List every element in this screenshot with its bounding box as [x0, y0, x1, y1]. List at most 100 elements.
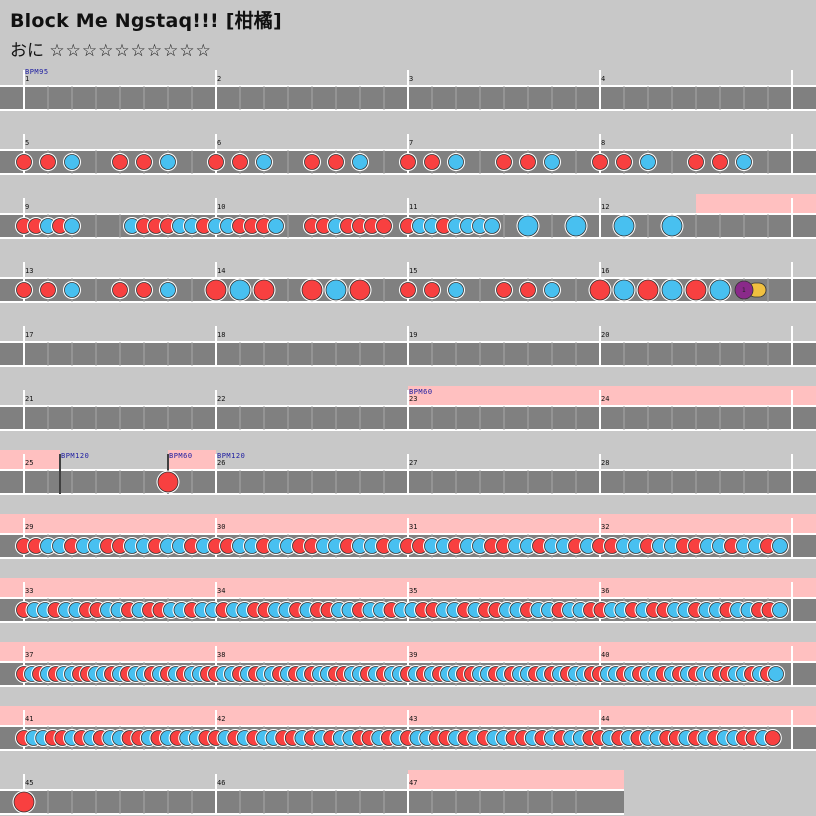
- ka-note: [544, 282, 560, 298]
- ka-note: [160, 282, 176, 298]
- measure-number: 28: [601, 459, 609, 467]
- don-note: [376, 218, 392, 234]
- don-note: [328, 154, 344, 170]
- measure-number: 15: [409, 267, 417, 275]
- measure-number: 43: [409, 715, 417, 723]
- measure-number: 8: [601, 139, 605, 147]
- measure-number: 2: [217, 75, 221, 83]
- big-don-note: [253, 279, 275, 301]
- bpm-marker: BPM60: [409, 388, 433, 396]
- don-note: [764, 730, 781, 746]
- measure-number: 27: [409, 459, 417, 467]
- big-ka-note: [565, 215, 587, 237]
- measure-number: 36: [601, 587, 609, 595]
- big-don-note: [205, 279, 227, 301]
- ka-note: [772, 538, 788, 554]
- ka-note: [64, 218, 80, 234]
- gogo-band: [0, 450, 60, 470]
- big-don-note: [589, 279, 611, 301]
- bpm-marker: BPM120: [217, 452, 245, 460]
- measure-number: 29: [25, 523, 33, 531]
- ka-note: [768, 666, 784, 682]
- don-note: [424, 154, 440, 170]
- big-don-note: [685, 279, 707, 301]
- don-note: [400, 282, 416, 298]
- don-note: [712, 154, 728, 170]
- big-don-note: [301, 279, 323, 301]
- big-ka-note: [613, 279, 635, 301]
- don-note: [496, 282, 512, 298]
- measure-number: 46: [217, 779, 225, 787]
- ka-note: [640, 154, 656, 170]
- don-note: [520, 154, 536, 170]
- ka-note: [484, 218, 500, 234]
- measure-number: 3: [409, 75, 413, 83]
- measure-number: 4: [601, 75, 605, 83]
- don-note: [112, 282, 128, 298]
- measure-number: 10: [217, 203, 225, 211]
- big-don-note: [13, 791, 35, 813]
- measure-number: 13: [25, 267, 33, 275]
- balloon-count: 1: [742, 287, 746, 294]
- balloon-note: [734, 280, 754, 300]
- measure-number: 42: [217, 715, 225, 723]
- measure-number: 41: [25, 715, 33, 723]
- measure-number: 9: [25, 203, 29, 211]
- measure-number: 24: [601, 395, 609, 403]
- measure-number: 33: [25, 587, 33, 595]
- gogo-band: [168, 450, 216, 470]
- measure-number: 30: [217, 523, 225, 531]
- don-note: [208, 154, 224, 170]
- ka-note: [64, 282, 80, 298]
- don-note: [424, 282, 440, 298]
- gogo-band: [696, 194, 816, 214]
- measure-number: 6: [217, 139, 221, 147]
- don-note: [688, 154, 704, 170]
- measure-number: 34: [217, 587, 225, 595]
- big-ka-note: [709, 279, 731, 301]
- difficulty-label: おに: [10, 41, 44, 61]
- bpm-marker: BPM120: [61, 452, 89, 460]
- don-note: [40, 154, 56, 170]
- measure-number: 31: [409, 523, 417, 531]
- difficulty-row: おに ☆☆☆☆☆☆☆☆☆☆: [10, 36, 212, 61]
- measure-number: 38: [217, 651, 225, 659]
- don-note: [520, 282, 536, 298]
- ka-note: [268, 218, 284, 234]
- gogo-band: [408, 386, 816, 406]
- gogo-band: [408, 770, 624, 790]
- difficulty-stars: ☆☆☆☆☆☆☆☆☆☆: [49, 41, 212, 61]
- measure-number: 19: [409, 331, 417, 339]
- measure-number: 18: [217, 331, 225, 339]
- measure-number: 26: [217, 459, 225, 467]
- ka-note: [256, 154, 272, 170]
- ka-note: [736, 154, 752, 170]
- bpm-marker: BPM95: [25, 68, 49, 76]
- measure-number: 37: [25, 651, 33, 659]
- measure-number: 16: [601, 267, 609, 275]
- don-note: [112, 154, 128, 170]
- don-note: [304, 154, 320, 170]
- don-note: [400, 154, 416, 170]
- measure-number: 11: [409, 203, 417, 211]
- measure-number: 12: [601, 203, 609, 211]
- don-note: [16, 154, 32, 170]
- ka-note: [352, 154, 368, 170]
- measure-number: 32: [601, 523, 609, 531]
- big-don-note: [637, 279, 659, 301]
- don-note: [16, 282, 32, 298]
- don-note: [232, 154, 248, 170]
- don-note: [40, 282, 56, 298]
- bpm-marker: BPM60: [169, 452, 193, 460]
- don-note: [136, 154, 152, 170]
- don-note: [616, 154, 632, 170]
- measure-number: 5: [25, 139, 29, 147]
- big-ka-note: [661, 215, 683, 237]
- don-note: [136, 282, 152, 298]
- big-ka-note: [517, 215, 539, 237]
- ka-note: [448, 154, 464, 170]
- big-don-note: [157, 471, 179, 493]
- measure-number: 1: [25, 75, 29, 83]
- measure-number: 35: [409, 587, 417, 595]
